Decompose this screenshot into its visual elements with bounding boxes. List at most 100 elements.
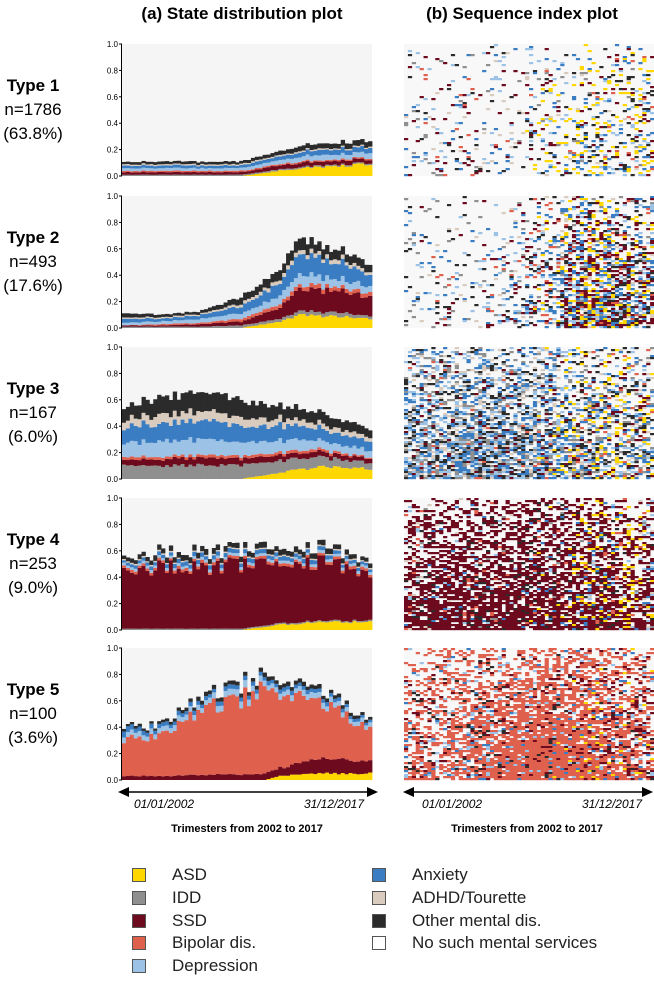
- sequence-cell: [435, 381, 440, 384]
- sequence-cell: [439, 168, 444, 171]
- sequence-cell: [646, 421, 651, 424]
- sequence-cell: [446, 423, 452, 426]
- sequence-cell: [630, 256, 635, 259]
- sequence-cell: [470, 429, 475, 432]
- sequence-cell: [419, 415, 424, 418]
- area-segment: [129, 166, 135, 169]
- sequence-cell: [607, 433, 612, 436]
- sequence-cell: [650, 208, 654, 211]
- sequence-cell: [407, 220, 413, 223]
- sequence-cell: [607, 200, 612, 203]
- sequence-cell: [556, 399, 561, 402]
- y-tick-label: 0.8: [107, 66, 119, 75]
- sequence-cell: [626, 260, 631, 263]
- sequence-cell: [646, 252, 651, 255]
- area-segment: [278, 295, 283, 305]
- sequence-cell: [450, 419, 456, 422]
- sequence-cell: [564, 260, 569, 263]
- sequence-cell: [466, 413, 471, 416]
- sequence-cell: [560, 324, 565, 327]
- sequence-cell: [525, 306, 530, 309]
- sequence-cell: [642, 92, 647, 95]
- sequence-cell: [404, 320, 409, 323]
- sequence-cell: [411, 385, 417, 388]
- area-segment: [262, 324, 267, 328]
- sequence-cell: [579, 316, 584, 319]
- area-segment: [137, 319, 142, 323]
- sequence-cell: [486, 407, 491, 410]
- sequence-cell: [607, 76, 612, 79]
- sequence-cell: [552, 278, 557, 281]
- area-segment: [215, 320, 221, 323]
- sequence-cell: [540, 439, 545, 442]
- sequence-cell: [595, 92, 600, 95]
- sequence-cell: [626, 268, 631, 271]
- sequence-cell: [564, 210, 569, 213]
- sequence-cell: [423, 429, 428, 432]
- area-segment: [368, 469, 373, 479]
- sequence-cell: [466, 433, 471, 436]
- sequence-cell: [525, 427, 530, 430]
- sequence-cell: [540, 140, 545, 143]
- sequence-cell: [415, 437, 420, 440]
- area-segment: [122, 172, 127, 175]
- area-segment: [278, 280, 283, 284]
- area-segment: [243, 292, 248, 301]
- sequence-cell: [607, 206, 612, 209]
- sequence-cell: [411, 160, 417, 163]
- sequence-cell: [439, 351, 444, 354]
- sequence-cell: [575, 429, 581, 432]
- sequence-cell: [622, 220, 627, 223]
- sequence-cell: [642, 294, 647, 297]
- sequence-cell: [622, 58, 627, 61]
- sequence-cell: [427, 399, 432, 402]
- sequence-cell: [587, 70, 592, 73]
- area-segment: [364, 436, 369, 442]
- sequence-cell: [607, 314, 612, 317]
- sequence-cell: [626, 234, 631, 237]
- sequence-cell: [458, 439, 463, 442]
- sequence-cell: [626, 272, 631, 275]
- sequence-cell: [482, 387, 487, 390]
- sequence-cell: [525, 78, 530, 81]
- sequence-cell: [607, 355, 612, 358]
- sequence-cell: [552, 322, 557, 325]
- area-segment: [161, 164, 166, 166]
- sequence-cell: [411, 373, 417, 376]
- sequence-cell: [650, 152, 654, 155]
- area-segment: [336, 287, 342, 292]
- sequence-cell: [634, 322, 639, 325]
- sequence-cell: [595, 128, 600, 131]
- sequence-cell: [603, 324, 608, 327]
- sequence-cell: [564, 288, 569, 291]
- sequence-cell: [435, 174, 440, 177]
- sequence-cell: [450, 423, 456, 426]
- sequence-cell: [630, 92, 635, 95]
- area-segment: [125, 326, 131, 328]
- area-segment: [313, 449, 318, 452]
- sequence-cell: [579, 415, 584, 418]
- area-segment: [172, 170, 178, 172]
- area-segment: [180, 410, 185, 420]
- sequence-cell: [579, 324, 584, 327]
- sequence-cell: [626, 256, 631, 259]
- sequence-cell: [462, 300, 467, 303]
- sequence-cell: [603, 248, 608, 251]
- sequence-cell: [622, 306, 627, 309]
- sequence-cell: [517, 369, 522, 372]
- sequence-cell: [509, 403, 514, 406]
- sequence-cell: [419, 373, 424, 376]
- area-segment: [286, 418, 291, 424]
- sequence-cell: [431, 417, 436, 420]
- sequence-cell: [548, 152, 553, 155]
- sequence-cell: [622, 409, 627, 412]
- sequence-cell: [552, 403, 557, 406]
- sequence-cell: [638, 174, 643, 177]
- sequence-cell: [622, 248, 627, 251]
- area-segment: [262, 417, 267, 425]
- sequence-cell: [489, 365, 495, 368]
- sequence-cell: [462, 405, 467, 408]
- area-segment: [176, 323, 181, 325]
- sequence-cell: [579, 204, 584, 207]
- sequence-cell: [611, 92, 616, 95]
